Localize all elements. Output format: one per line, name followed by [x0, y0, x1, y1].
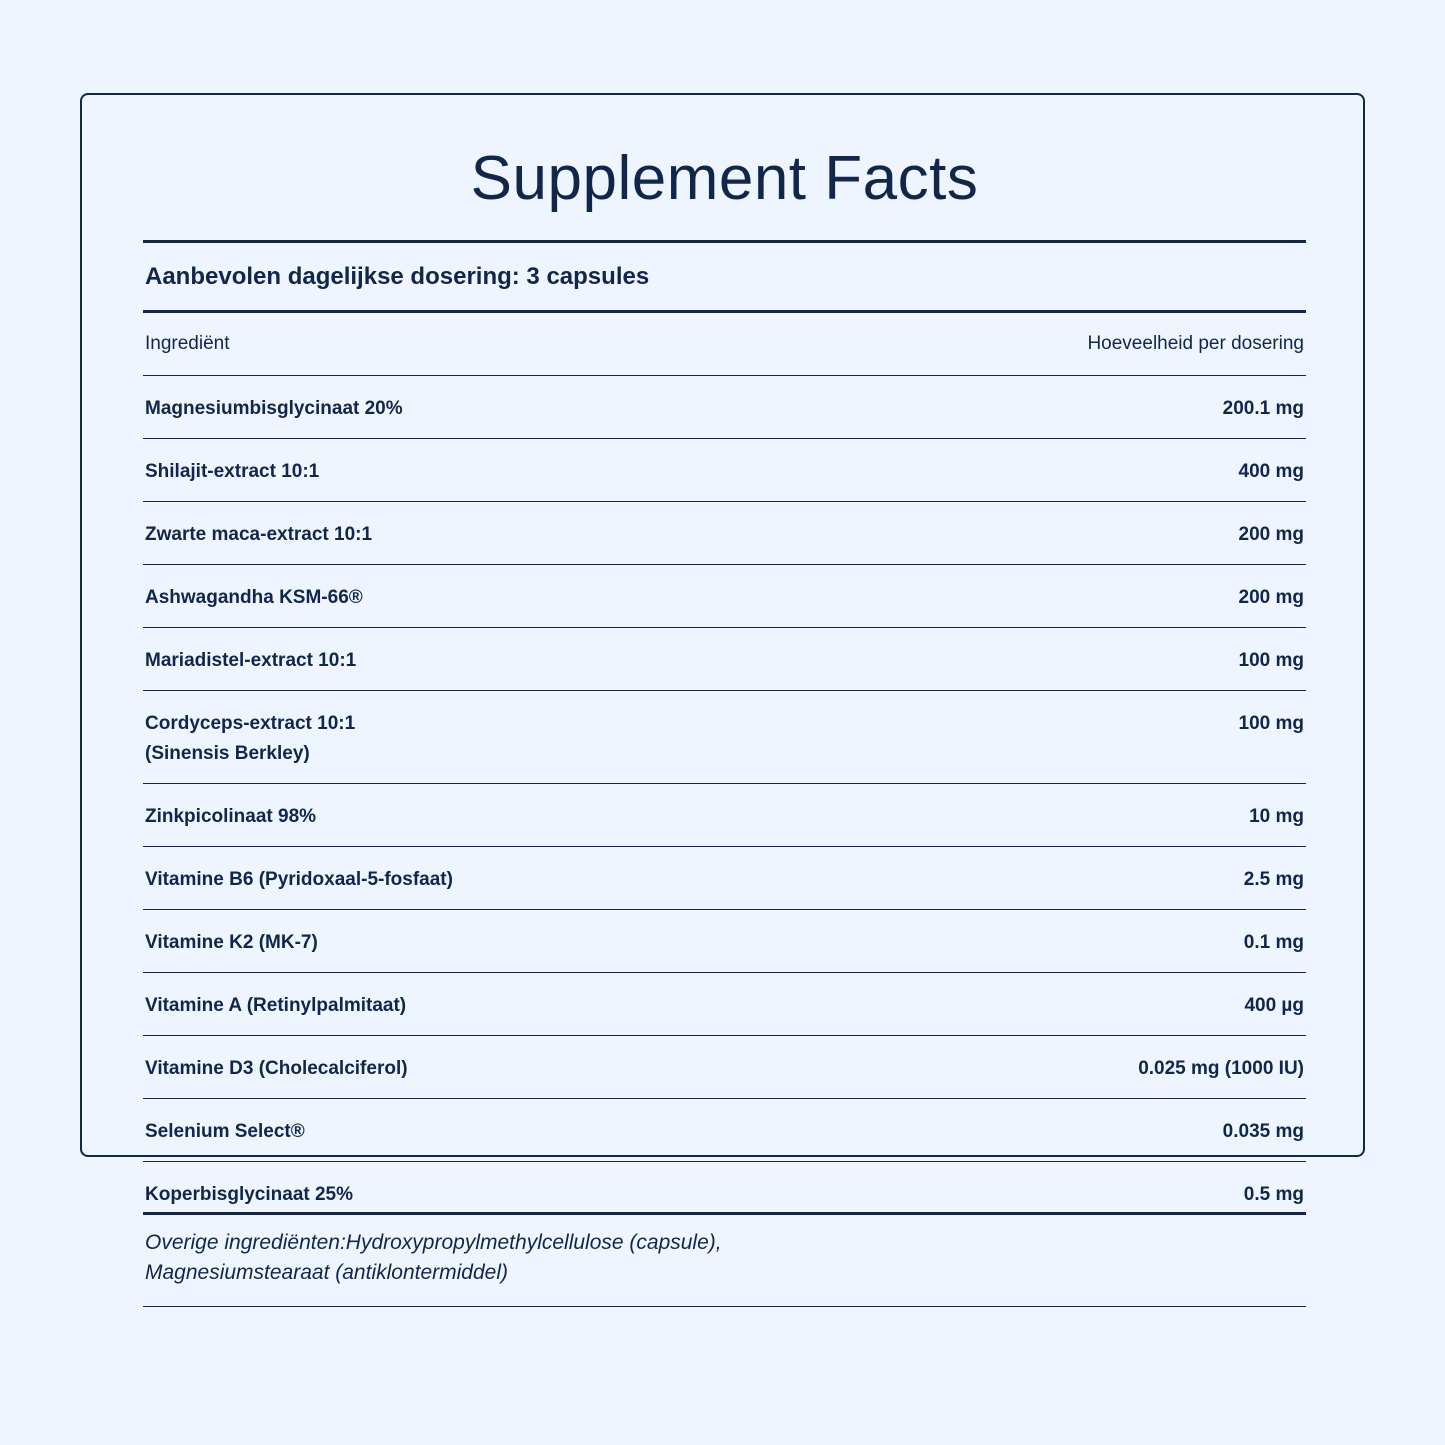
ingredient-row: Vitamine K2 (MK-7) 0.1 mg: [143, 910, 1306, 973]
column-header: Ingrediënt: [145, 333, 230, 354]
ingredient-name: Zinkpicolinaat 98%: [145, 806, 317, 827]
ingredient-row: Ashwagandha KSM-66® 200 mg: [143, 565, 1306, 628]
ingredient-name: Zwarte maca-extract 10:1: [145, 524, 373, 545]
ingredient-name: Selenium Select®: [145, 1121, 305, 1142]
divider: [143, 1306, 1306, 1307]
divider: [143, 1212, 1306, 1215]
ingredient-name: Shilajit-extract 10:1: [145, 461, 320, 482]
ingredient-name: Vitamine D3 (Cholecalciferol): [145, 1058, 408, 1079]
ingredient-amount: 0.5 mg: [1243, 1184, 1304, 1205]
supplement-card: Supplement Facts Aanbevolen dagelijkse d…: [80, 93, 1365, 1307]
divider: [143, 310, 1306, 313]
serving-size: Aanbevolen dagelijkse dosering: 3 capsul…: [145, 263, 650, 290]
ingredient-amount: 0.1 mg: [1243, 932, 1304, 953]
ingredient-name: Mariadistel-extract 10:1: [145, 650, 357, 671]
ingredient-row: Cordyceps-extract 10:1 (Sinensis Berkley…: [143, 691, 1306, 784]
ingredient-amount: 0.025 mg (1000 IU): [1138, 1058, 1304, 1079]
ingredient-row: Mariadistel-extract 10:1 100 mg: [143, 628, 1306, 691]
table-header: Ingrediënt Hoeveelheid per dosering: [143, 313, 1306, 376]
ingredient-row: Vitamine A (Retinylpalmitaat) 400 µg: [143, 973, 1306, 1036]
ingredient-row: Koperbisglycinaat 25% 0.5 mg: [143, 1162, 1306, 1224]
ingredient-name: Vitamine A (Retinylpalmitaat): [145, 995, 407, 1016]
ingredient-amount: 200 mg: [1238, 524, 1304, 545]
ingredient-name: Vitamine B6 (Pyridoxaal-5-fosfaat): [145, 869, 453, 890]
ingredient-row: Selenium Select® 0.035 mg: [143, 1099, 1306, 1162]
ingredient-amount: 0.035 mg: [1222, 1121, 1304, 1142]
ingredient-amount: 10 mg: [1249, 806, 1304, 827]
ingredient-row: Vitamine B6 (Pyridoxaal-5-fosfaat) 2.5 mg: [143, 847, 1306, 910]
ingredient-amount: 100 mg: [1238, 713, 1304, 734]
ingredient-amount: 400 µg: [1244, 995, 1304, 1016]
other-ingredients: Overige ingrediënten:Hydroxypropylmethyl…: [145, 1231, 722, 1284]
ingredient-table: Ingrediënt Hoeveelheid per dosering Magnes…: [143, 313, 1306, 1224]
ingredient-name: Ashwagandha KSM-66®: [145, 587, 363, 608]
ingredient-row: Vitamine D3 (Cholecalciferol) 0.025 mg (1…: [143, 1036, 1306, 1099]
ingredient-row: Zinkpicolinaat 98% 10 mg: [143, 784, 1306, 847]
ingredient-name: Cordyceps-extract 10:1 (Sinensis Berkley…: [145, 713, 356, 764]
title: Supplement Facts: [470, 144, 979, 213]
ingredient-amount: 2.5 mg: [1243, 869, 1304, 890]
ingredient-name: Magnesiumbisglycinaat 20%: [145, 398, 403, 419]
ingredient-name: Koperbisglycinaat 25%: [145, 1184, 354, 1205]
ingredient-row: Magnesiumbisglycinaat 20% 200.1 mg: [143, 376, 1306, 439]
ingredient-amount: 400 mg: [1238, 461, 1304, 482]
divider: [143, 240, 1306, 243]
ingredient-amount: 200 mg: [1238, 587, 1304, 608]
ingredient-amount: 100 mg: [1238, 650, 1304, 671]
ingredient-row: Shilajit-extract 10:1 400 mg: [143, 439, 1306, 502]
ingredient-name: Vitamine K2 (MK-7): [145, 932, 318, 953]
ingredient-row: Zwarte maca-extract 10:1 200 mg: [143, 502, 1306, 565]
column-header: Hoeveelheid per dosering: [1087, 333, 1304, 354]
ingredient-amount: 200.1 mg: [1222, 398, 1304, 419]
